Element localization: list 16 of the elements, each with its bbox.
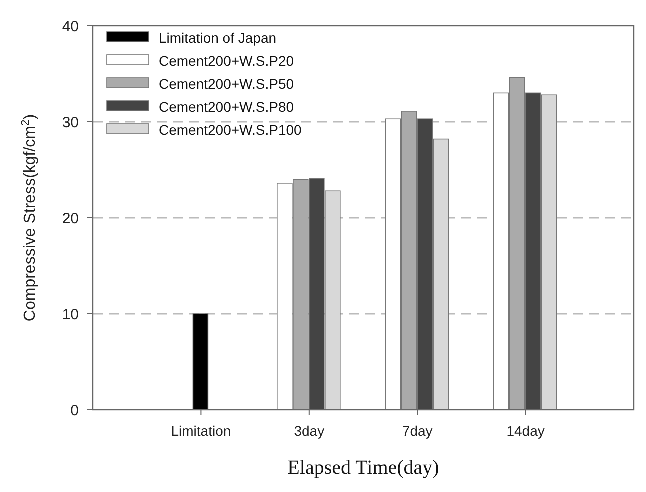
legend-label: Cement200+W.S.P80 [159,98,294,115]
legend-label: Cement200+W.S.P50 [159,76,294,92]
x-tick-label: 7day [402,423,433,439]
legend-label: Cement200+W.S.P20 [159,52,294,69]
y-tick-label: 0 [70,402,79,420]
bar [192,314,209,410]
x-tick-label: Limitation [171,423,232,439]
x-tick-label: 3day [294,423,325,439]
y-tick-label: 30 [62,114,79,132]
x-axis-title: Elapsed Time(day) [288,457,440,479]
y-tick-label: 40 [62,18,79,36]
y-tick-label: 20 [62,210,79,228]
y-tick-label: 10 [62,306,79,324]
legend-label: Cement200+W.S.P100 [159,122,302,138]
legend-label: Limitation of Japan [159,30,277,46]
x-tick-label: 14day [506,423,545,439]
